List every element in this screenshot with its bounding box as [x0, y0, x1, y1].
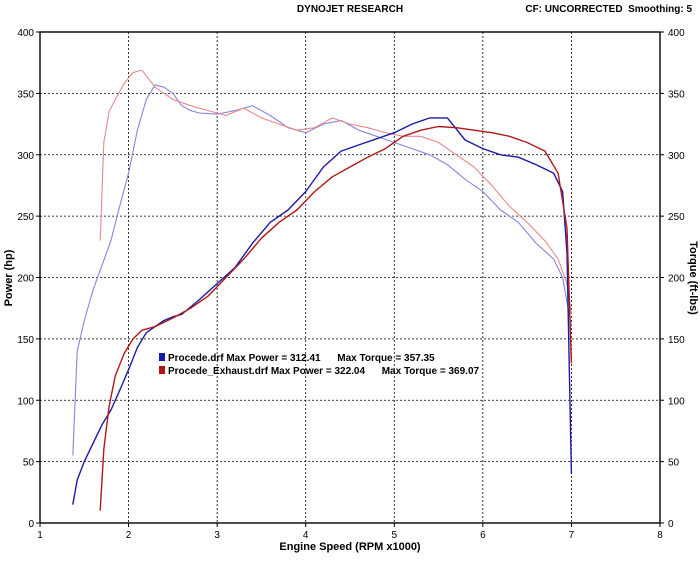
legend-entry-procede: Procede.drf Max Power = 312.41 Max Torqu…: [168, 353, 435, 364]
y-tick-label-right-400: 400: [668, 28, 685, 39]
y-tick-label-left-100: 100: [17, 396, 34, 407]
y-tick-label-left-400: 400: [17, 28, 34, 39]
y-tick-label-left-0: 0: [28, 519, 34, 530]
legend-swatch-procede: [159, 353, 165, 361]
y-axis-right-label: Torque (ft-lbs): [687, 241, 699, 315]
y-tick-label-right-0: 0: [668, 519, 674, 530]
plot-area-border: [39, 31, 661, 524]
y-tick-label-right-100: 100: [668, 396, 685, 407]
y-tick-label-right-350: 350: [668, 89, 685, 100]
y-tick-label-right-200: 200: [668, 274, 685, 285]
x-tick-label-1: 1: [37, 530, 43, 541]
y-tick-label-left-50: 50: [23, 458, 35, 469]
x-tick-label-4: 4: [303, 530, 309, 541]
legend-entry-procede-exhaust: Procede_Exhaust.drf Max Power = 322.04 M…: [168, 366, 480, 377]
y-tick-label-left-250: 250: [17, 212, 34, 223]
y-tick-label-left-200: 200: [17, 274, 34, 285]
series-line-procede-drf-power: [72, 117, 573, 505]
y-tick-label-left-150: 150: [17, 335, 34, 346]
series-line-procede-exhaust-drf-torque: [99, 69, 572, 315]
x-axis-label: Engine Speed (RPM x1000): [279, 541, 421, 553]
y-tick-label-left-350: 350: [17, 89, 34, 100]
legend: Procede.drf Max Power = 312.41 Max Torqu…: [159, 353, 480, 377]
series-line-procede-drf-torque: [72, 84, 572, 456]
y-tick-label-right-300: 300: [668, 151, 685, 162]
grid-layer: [40, 32, 660, 523]
chart-title: DYNOJET RESEARCH: [297, 4, 403, 15]
y-axis-left-label: Power (hp): [3, 249, 15, 306]
y-tick-label-right-250: 250: [668, 212, 685, 223]
legend-swatch-procede-exhaust: [159, 366, 165, 374]
x-tick-label-6: 6: [480, 530, 486, 541]
series-layer: [72, 69, 573, 511]
x-tick-label-8: 8: [657, 530, 663, 541]
chart-header-right: CF: UNCORRECTED Smoothing: 5: [525, 4, 692, 15]
x-tick-label-3: 3: [214, 530, 220, 541]
y-tick-label-right-50: 50: [668, 458, 680, 469]
x-tick-label-2: 2: [126, 530, 132, 541]
y-tick-label-left-300: 300: [17, 151, 34, 162]
y-tick-label-right-150: 150: [668, 335, 685, 346]
x-tick-label-5: 5: [392, 530, 398, 541]
series-line-procede-exhaust-drf-power: [99, 125, 573, 511]
x-tick-label-7: 7: [569, 530, 575, 541]
